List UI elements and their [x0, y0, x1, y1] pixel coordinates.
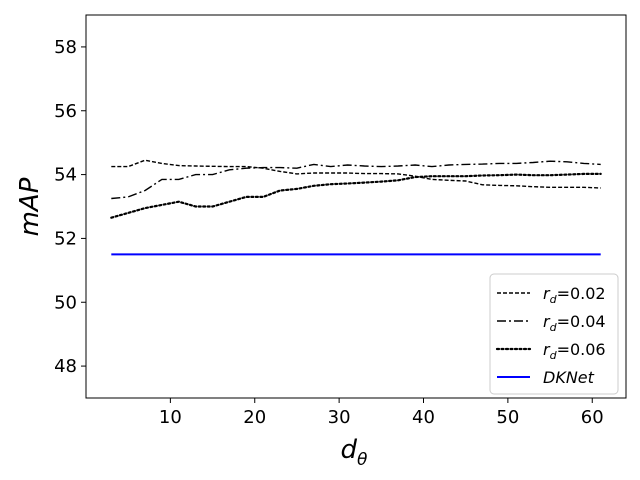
y-tick-label: 48: [54, 356, 77, 377]
x-tick-label: 10: [159, 407, 182, 428]
legend-label-1: rd=0.04: [543, 312, 606, 334]
legend-label-0: rd=0.02: [543, 284, 606, 306]
plot-series: [110, 159, 602, 256]
legend-label-value: =0.02: [557, 284, 606, 303]
x-tick-label: 50: [496, 407, 519, 428]
y-tick-label: 52: [54, 228, 77, 249]
legend-label-subscript: d: [550, 349, 558, 362]
legend-label-subscript: d: [550, 321, 558, 334]
y-tick-label: 54: [54, 165, 77, 186]
legend-label-name: r: [543, 340, 551, 359]
y-tick-label: 50: [54, 292, 77, 313]
legend-label-name: r: [543, 312, 551, 331]
y-tick-label: 56: [54, 101, 77, 122]
legend-label-name: DKNet: [543, 368, 595, 387]
legend-label-value: =0.04: [557, 312, 606, 331]
y-axis-label: mAP: [15, 177, 45, 236]
x-tick-label: 30: [328, 407, 351, 428]
x-tick-label: 60: [581, 407, 604, 428]
legend-label-value: =0.06: [557, 340, 606, 359]
x-tick-label: 40: [412, 407, 435, 428]
plot-frame: [85, 14, 627, 399]
x-axis-label: dθ: [341, 435, 369, 470]
x-tick-label: 20: [243, 407, 266, 428]
x-axis-ticks: 10 20 30 40 50 60: [159, 398, 604, 428]
legend-label-name: r: [543, 284, 551, 303]
legend-box: [489, 273, 619, 395]
x-axis-label-subscript: θ: [357, 450, 368, 470]
y-tick-label: 58: [54, 37, 77, 58]
series-line-2: [110, 172, 602, 219]
legend-label-2: rd=0.06: [543, 340, 606, 362]
series-line-0: [111, 159, 601, 189]
legend-label-3: DKNet: [543, 368, 595, 387]
series-line-1: [111, 160, 601, 200]
legend-label-subscript: d: [550, 293, 558, 306]
y-axis-ticks: 48 50 52 54 56 58: [54, 37, 86, 377]
